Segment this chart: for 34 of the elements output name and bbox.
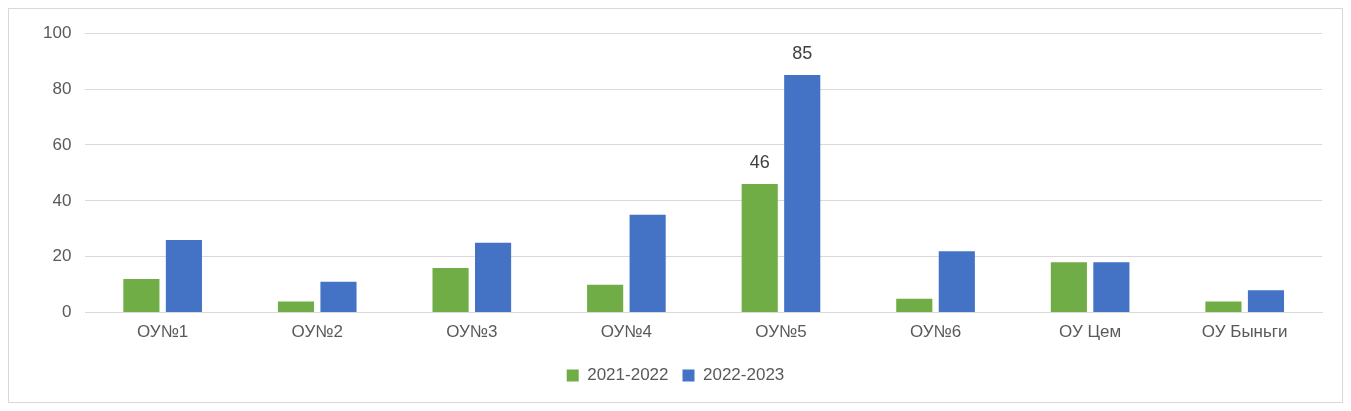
bar <box>938 251 975 313</box>
bar <box>123 279 160 313</box>
bar <box>165 239 202 313</box>
bar <box>1050 262 1087 313</box>
data-label: 85 <box>792 43 813 64</box>
x-tick-label: ОУ№3 <box>446 322 498 342</box>
bar <box>896 298 933 313</box>
bar <box>432 267 469 313</box>
bar <box>1093 262 1130 313</box>
bar <box>741 184 778 313</box>
bar <box>277 301 315 313</box>
x-tick-label: ОУ№4 <box>600 322 653 342</box>
y-tick-label: 0 <box>61 302 72 322</box>
bar <box>475 242 512 313</box>
x-tick-label: ОУ№6 <box>909 322 962 342</box>
legend-label: 2021-2022 <box>587 365 669 385</box>
y-tick-label: 60 <box>52 134 72 154</box>
x-tick-label: ОУ№2 <box>291 322 343 342</box>
x-tick-label: ОУ№1 <box>136 322 189 342</box>
data-label: 46 <box>749 152 770 173</box>
y-tick-label: 40 <box>52 190 72 210</box>
bar <box>587 284 624 313</box>
x-tick-label: ОУ Быньги <box>1201 322 1288 342</box>
bar <box>1247 290 1285 313</box>
x-tick-label: ОУ Цем <box>1059 322 1122 342</box>
y-tick-label: 100 <box>42 22 72 42</box>
y-tick-label: 80 <box>52 78 72 98</box>
bar <box>320 281 357 313</box>
bar <box>1205 301 1242 313</box>
y-tick-label: 20 <box>52 246 72 266</box>
legend-label: 2022-2023 <box>703 365 785 385</box>
x-tick-label: ОУ№5 <box>755 322 807 342</box>
bar <box>784 75 821 313</box>
bar <box>629 214 666 313</box>
